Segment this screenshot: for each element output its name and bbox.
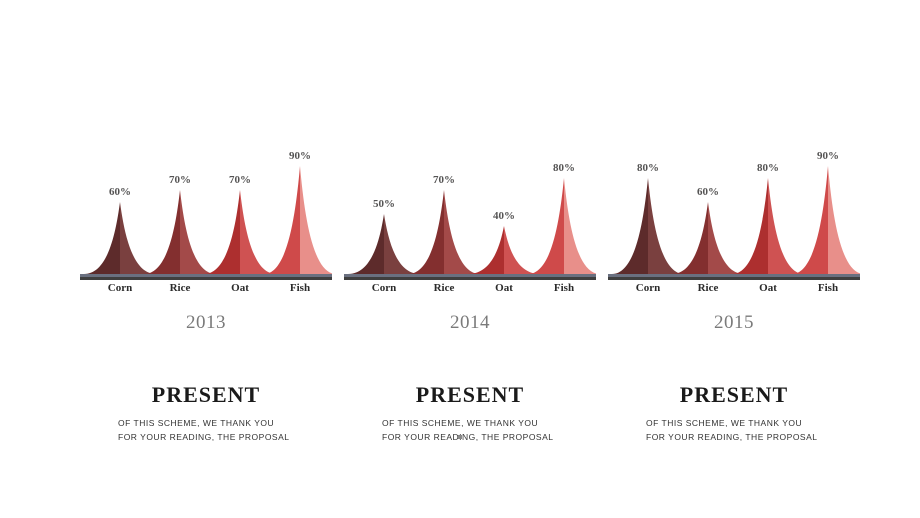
pct-label: 60% [697, 186, 719, 198]
category-label: Fish [818, 282, 838, 294]
chart-2015: 80% 60% 80% 90% [608, 130, 860, 280]
category-labels: Corn Rice Oat Fish [608, 282, 860, 298]
panel-desc: OF THIS SCHEME, WE THANK YOUFOR YOUR REA… [80, 416, 290, 445]
desc-line: FOR YOUR READING, THE PROPOSAL [118, 430, 290, 444]
category-label: Oat [231, 282, 249, 294]
page-indicator-dot [458, 435, 462, 439]
category-labels: Corn Rice Oat Fish [344, 282, 596, 298]
desc-line: OF THIS SCHEME, WE THANK YOU [382, 416, 554, 430]
pct-label: 80% [553, 162, 575, 174]
chart-2013: 60% 70% 70% 90% [80, 130, 332, 280]
pct-label: 60% [109, 186, 131, 198]
category-label: Corn [636, 282, 660, 294]
desc-line: FOR YOUR READING, THE PROPOSAL [646, 430, 818, 444]
desc-line: OF THIS SCHEME, WE THANK YOU [646, 416, 818, 430]
category-label: Oat [759, 282, 777, 294]
panel-2015: 80% 60% 80% 90% Corn Rice Oat Fish 2015 PRESENT OF… [608, 130, 860, 445]
desc-line: FOR YOUR READING, THE PROPOSAL [382, 430, 554, 444]
year-label: 2015 [714, 312, 754, 334]
panel-2014: 50% 70% 40% 80% Corn Rice Oat Fish 2014 PRESENT OF… [344, 130, 596, 445]
panel-title: PRESENT [152, 382, 260, 408]
category-label: Fish [290, 282, 310, 294]
category-label: Rice [170, 282, 191, 294]
year-label: 2014 [450, 312, 490, 334]
pct-label: 70% [433, 174, 455, 186]
category-label: Rice [698, 282, 719, 294]
category-label: Rice [434, 282, 455, 294]
desc-line: OF THIS SCHEME, WE THANK YOU [118, 416, 290, 430]
panel-title: PRESENT [416, 382, 524, 408]
panel-desc: OF THIS SCHEME, WE THANK YOUFOR YOUR REA… [608, 416, 818, 445]
category-label: Fish [554, 282, 574, 294]
pct-label: 70% [169, 174, 191, 186]
category-label: Corn [108, 282, 132, 294]
category-label: Corn [372, 282, 396, 294]
pct-label: 80% [757, 162, 779, 174]
pct-label: 90% [817, 150, 839, 162]
panels-row: 60% 70% 70% 90% Corn Rice Oat Fish 2013 PRESENT OF… [0, 130, 920, 445]
pct-label: 40% [493, 210, 515, 222]
pct-label: 90% [289, 150, 311, 162]
panel-desc: OF THIS SCHEME, WE THANK YOUFOR YOUR REA… [344, 416, 554, 445]
pct-label: 80% [637, 162, 659, 174]
category-labels: Corn Rice Oat Fish [80, 282, 332, 298]
panel-2013: 60% 70% 70% 90% Corn Rice Oat Fish 2013 PRESENT OF… [80, 130, 332, 445]
pct-label: 50% [373, 198, 395, 210]
category-label: Oat [495, 282, 513, 294]
chart-2014: 50% 70% 40% 80% [344, 130, 596, 280]
year-label: 2013 [186, 312, 226, 334]
pct-label: 70% [229, 174, 251, 186]
panel-title: PRESENT [680, 382, 788, 408]
